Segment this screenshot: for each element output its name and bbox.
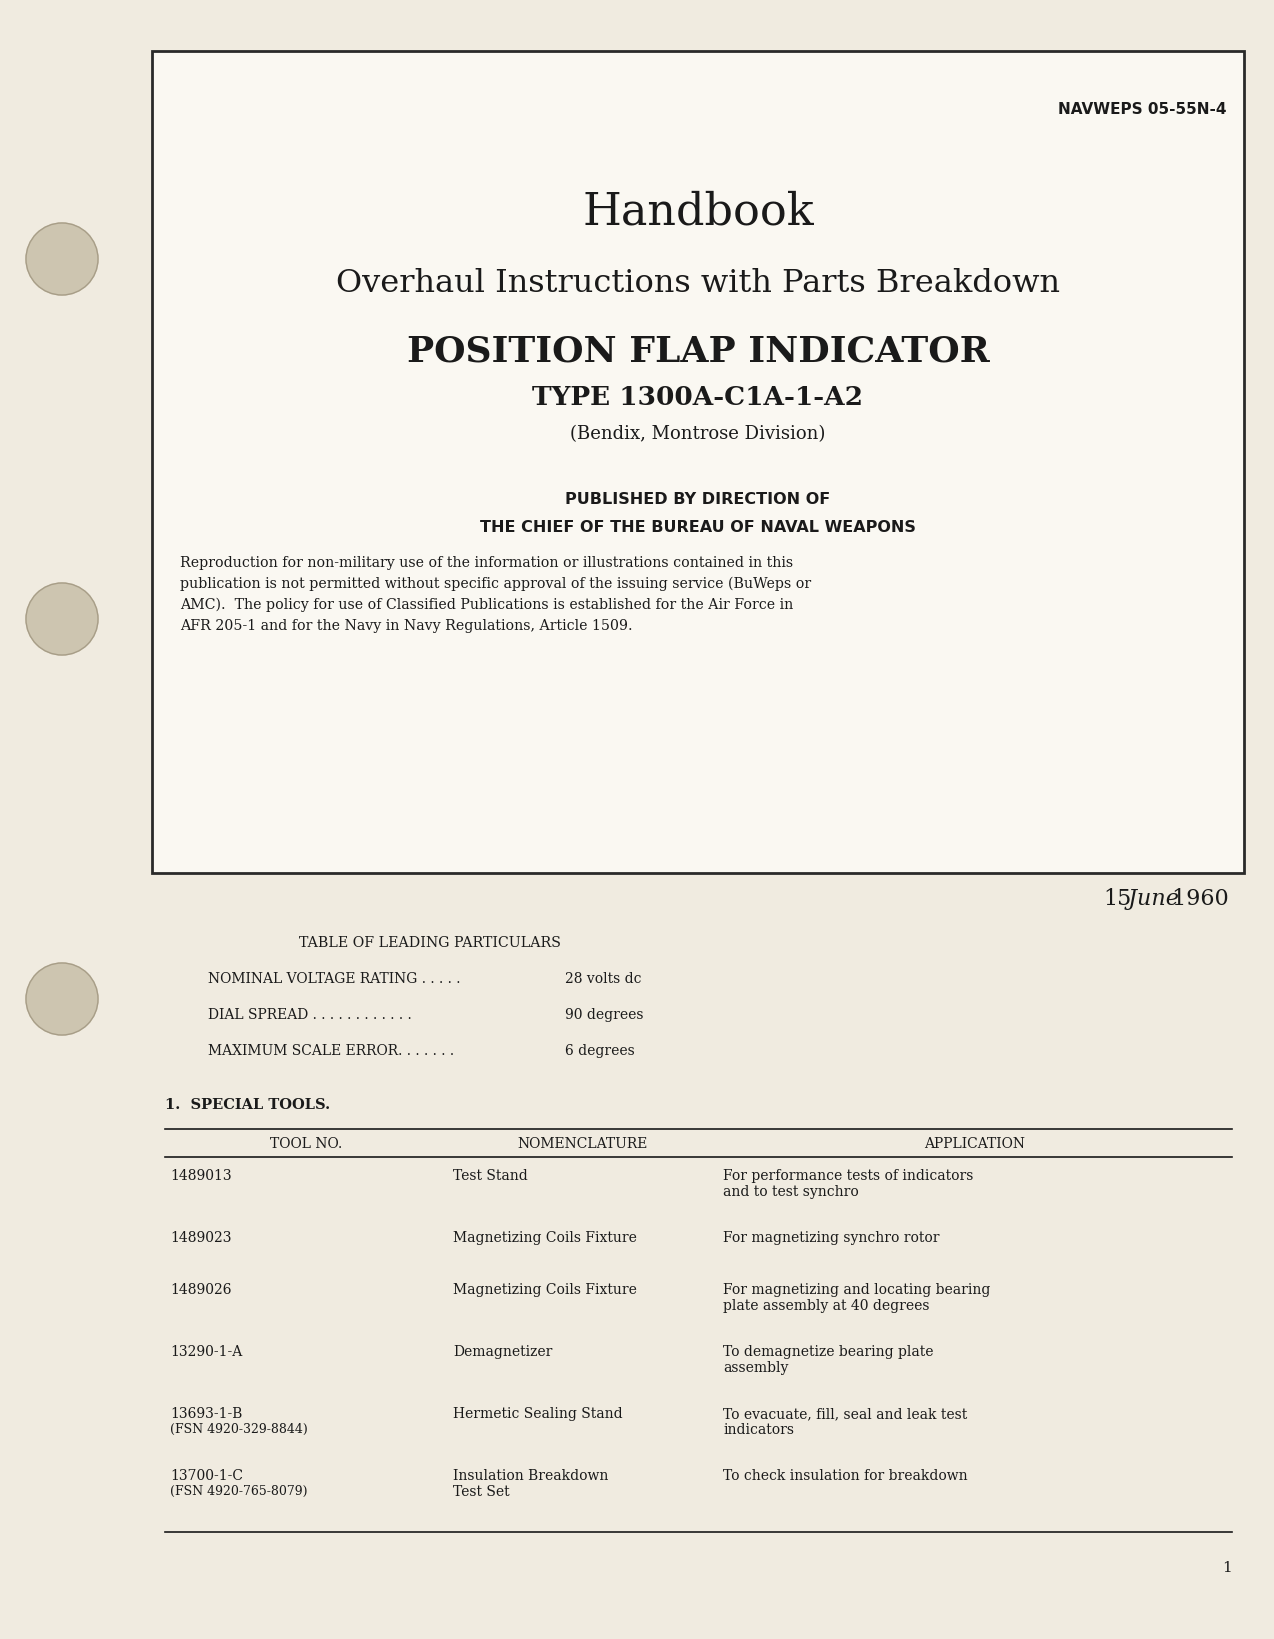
Text: For magnetizing and locating bearing: For magnetizing and locating bearing <box>724 1282 990 1296</box>
Text: June: June <box>1121 887 1178 910</box>
Text: indicators: indicators <box>724 1423 794 1436</box>
Text: (FSN 4920-765-8079): (FSN 4920-765-8079) <box>169 1483 307 1496</box>
Text: Reproduction for non-military use of the information or illustrations contained : Reproduction for non-military use of the… <box>180 556 794 570</box>
Text: 13290-1-A: 13290-1-A <box>169 1344 242 1359</box>
Text: To demagnetize bearing plate: To demagnetize bearing plate <box>724 1344 934 1359</box>
Text: assembly: assembly <box>724 1360 789 1373</box>
Text: Overhaul Instructions with Parts Breakdown: Overhaul Instructions with Parts Breakdo… <box>336 267 1060 298</box>
Text: THE CHIEF OF THE BUREAU OF NAVAL WEAPONS: THE CHIEF OF THE BUREAU OF NAVAL WEAPONS <box>480 520 916 534</box>
Text: plate assembly at 40 degrees: plate assembly at 40 degrees <box>724 1298 930 1313</box>
Text: Test Stand: Test Stand <box>454 1169 527 1182</box>
Text: AFR 205-1 and for the Navy in Navy Regulations, Article 1509.: AFR 205-1 and for the Navy in Navy Regul… <box>180 618 633 633</box>
Text: 90 degrees: 90 degrees <box>564 1008 643 1021</box>
Text: NOMENCLATURE: NOMENCLATURE <box>517 1136 648 1151</box>
Text: TYPE 1300A-C1A-1-A2: TYPE 1300A-C1A-1-A2 <box>533 385 864 410</box>
Text: For performance tests of indicators: For performance tests of indicators <box>724 1169 973 1182</box>
Text: 1489013: 1489013 <box>169 1169 232 1182</box>
Text: NAVWEPS 05-55N-4: NAVWEPS 05-55N-4 <box>1057 102 1226 116</box>
Text: TOOL NO.: TOOL NO. <box>270 1136 343 1151</box>
FancyBboxPatch shape <box>152 52 1243 874</box>
Text: 28 volts dc: 28 volts dc <box>564 972 642 985</box>
Text: To check insulation for breakdown: To check insulation for breakdown <box>724 1469 968 1482</box>
Text: Magnetizing Coils Fixture: Magnetizing Coils Fixture <box>454 1282 637 1296</box>
Text: 1: 1 <box>1222 1560 1232 1573</box>
Text: APPLICATION: APPLICATION <box>925 1136 1026 1151</box>
Text: AMC).  The policy for use of Classified Publications is established for the Air : AMC). The policy for use of Classified P… <box>180 598 794 611</box>
Text: Magnetizing Coils Fixture: Magnetizing Coils Fixture <box>454 1231 637 1244</box>
Text: 15: 15 <box>1103 887 1133 910</box>
Text: 6 degrees: 6 degrees <box>564 1044 634 1057</box>
Text: publication is not permitted without specific approval of the issuing service (B: publication is not permitted without spe… <box>180 577 812 592</box>
Text: PUBLISHED BY DIRECTION OF: PUBLISHED BY DIRECTION OF <box>566 492 831 506</box>
Text: POSITION FLAP INDICATOR: POSITION FLAP INDICATOR <box>406 334 990 369</box>
Text: TABLE OF LEADING PARTICULARS: TABLE OF LEADING PARTICULARS <box>299 936 561 949</box>
Text: To evacuate, fill, seal and leak test: To evacuate, fill, seal and leak test <box>724 1406 967 1419</box>
Circle shape <box>25 225 98 295</box>
Text: Demagnetizer: Demagnetizer <box>454 1344 553 1359</box>
Text: For magnetizing synchro rotor: For magnetizing synchro rotor <box>724 1231 939 1244</box>
Text: 1960: 1960 <box>1166 887 1229 910</box>
Text: Hermetic Sealing Stand: Hermetic Sealing Stand <box>454 1406 623 1419</box>
Text: 1489026: 1489026 <box>169 1282 232 1296</box>
Text: NOMINAL VOLTAGE RATING . . . . .: NOMINAL VOLTAGE RATING . . . . . <box>208 972 460 985</box>
Text: 13693-1-B: 13693-1-B <box>169 1406 242 1419</box>
Text: 13700-1-C: 13700-1-C <box>169 1469 243 1482</box>
Text: Insulation Breakdown: Insulation Breakdown <box>454 1469 609 1482</box>
Text: 1489023: 1489023 <box>169 1231 232 1244</box>
Text: Handbook: Handbook <box>582 190 814 233</box>
Text: (Bendix, Montrose Division): (Bendix, Montrose Division) <box>571 425 826 443</box>
Text: Test Set: Test Set <box>454 1483 510 1498</box>
Circle shape <box>25 964 98 1036</box>
Text: MAXIMUM SCALE ERROR. . . . . . .: MAXIMUM SCALE ERROR. . . . . . . <box>208 1044 454 1057</box>
Circle shape <box>25 583 98 656</box>
Text: and to test synchro: and to test synchro <box>724 1185 859 1198</box>
Text: DIAL SPREAD . . . . . . . . . . . .: DIAL SPREAD . . . . . . . . . . . . <box>208 1008 412 1021</box>
Text: 1.  SPECIAL TOOLS.: 1. SPECIAL TOOLS. <box>166 1098 330 1111</box>
Text: (FSN 4920-329-8844): (FSN 4920-329-8844) <box>169 1423 308 1436</box>
